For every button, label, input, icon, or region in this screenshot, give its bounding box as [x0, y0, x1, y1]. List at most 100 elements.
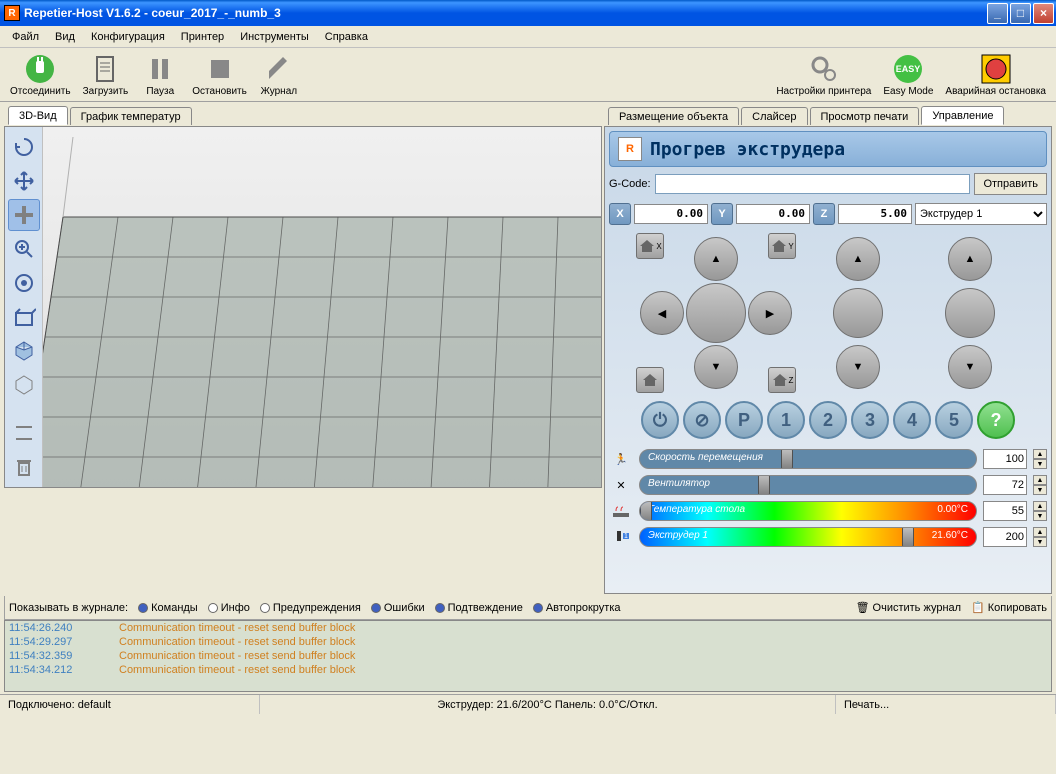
- quick-4-button[interactable]: 4: [893, 401, 931, 439]
- iso-view-button[interactable]: [8, 335, 40, 367]
- tab-print-preview[interactable]: Просмотр печати: [810, 107, 920, 125]
- retract-button[interactable]: ▼: [948, 345, 992, 389]
- clear-log-button[interactable]: 🗑Очистить журнал: [856, 601, 962, 614]
- extrude-button[interactable]: ▲: [948, 237, 992, 281]
- layer-view-button[interactable]: [8, 417, 40, 449]
- log-line: 11:54:32.359Communication timeout - rese…: [5, 649, 1051, 663]
- tab-temp-graph[interactable]: График температур: [70, 107, 192, 125]
- pan-view-button[interactable]: [8, 199, 40, 231]
- bed-temp-input[interactable]: [983, 501, 1027, 521]
- fan-input[interactable]: [983, 475, 1027, 495]
- fan-up[interactable]: ▲: [1033, 475, 1047, 485]
- menu-file[interactable]: Файл: [4, 29, 47, 45]
- xy-center-button[interactable]: [686, 283, 746, 343]
- control-header: R Прогрев экструдера: [609, 131, 1047, 167]
- minimize-button[interactable]: _: [987, 3, 1008, 24]
- rotate-view-button[interactable]: [8, 131, 40, 163]
- home-z-button[interactable]: Z: [768, 367, 796, 393]
- emergency-icon: [980, 53, 1012, 85]
- speed-icon: 🏃: [609, 449, 633, 469]
- log-area[interactable]: 11:54:26.240Communication timeout - rese…: [4, 620, 1052, 692]
- tab-object-placement[interactable]: Размещение объекта: [608, 107, 739, 125]
- gcode-input[interactable]: [655, 174, 971, 194]
- move-view-button[interactable]: [8, 165, 40, 197]
- tab-3d-view[interactable]: 3D-Вид: [8, 106, 68, 125]
- tab-control[interactable]: Управление: [921, 106, 1004, 125]
- menu-tools[interactable]: Инструменты: [232, 29, 317, 45]
- fan-slider[interactable]: Вентилятор: [639, 475, 977, 495]
- power-button[interactable]: ⏻: [641, 401, 679, 439]
- e-center-button[interactable]: [945, 288, 995, 338]
- menu-view[interactable]: Вид: [47, 29, 83, 45]
- bed-temp-slider[interactable]: Температура стола 0.00°C: [639, 501, 977, 521]
- z-move-pad: ▲ ▼: [808, 233, 908, 393]
- park-button[interactable]: P: [725, 401, 763, 439]
- send-button[interactable]: Отправить: [974, 173, 1047, 195]
- emergency-stop-button[interactable]: Аварийная остановка: [939, 51, 1052, 99]
- fan-down[interactable]: ▼: [1033, 485, 1047, 495]
- bed-up[interactable]: ▲: [1033, 501, 1047, 511]
- parallel-view-button[interactable]: [8, 301, 40, 333]
- menu-help[interactable]: Справка: [317, 29, 376, 45]
- load-button[interactable]: Загрузить: [77, 51, 135, 99]
- filter-commands[interactable]: Команды: [138, 602, 198, 614]
- x-axis-button[interactable]: X: [609, 203, 631, 225]
- home-y-button[interactable]: Y: [768, 233, 796, 259]
- z-axis-button[interactable]: Z: [813, 203, 835, 225]
- menu-config[interactable]: Конфигурация: [83, 29, 173, 45]
- help-button[interactable]: ?: [977, 401, 1015, 439]
- extruder-temp-slider[interactable]: Экструдер 1 21.60°C: [639, 527, 977, 547]
- ext-up[interactable]: ▲: [1033, 527, 1047, 537]
- quick-3-button[interactable]: 3: [851, 401, 889, 439]
- stop-icon: [204, 53, 236, 85]
- easy-mode-button[interactable]: EASY Easy Mode: [877, 51, 939, 99]
- quick-1-button[interactable]: 1: [767, 401, 805, 439]
- y-minus-button[interactable]: ▼: [694, 345, 738, 389]
- trash-button[interactable]: [8, 451, 40, 483]
- home-x-button[interactable]: X: [636, 233, 664, 259]
- titlebar: R Repetier-Host V1.6.2 - coeur_2017_-_nu…: [0, 0, 1056, 26]
- z-minus-button[interactable]: ▼: [836, 345, 880, 389]
- filter-autoscroll[interactable]: Автопрокрутка: [533, 602, 621, 614]
- y-axis-button[interactable]: Y: [711, 203, 733, 225]
- zoom-view-button[interactable]: [8, 233, 40, 265]
- speed-down[interactable]: ▼: [1033, 459, 1047, 469]
- x-minus-button[interactable]: ◀: [640, 291, 684, 335]
- pause-button[interactable]: Пауза: [134, 51, 186, 99]
- filter-warnings[interactable]: Предупреждения: [260, 602, 361, 614]
- x-plus-button[interactable]: ▶: [748, 291, 792, 335]
- y-plus-button[interactable]: ▲: [694, 237, 738, 281]
- motor-off-button[interactable]: ⊘: [683, 401, 721, 439]
- printer-settings-button[interactable]: Настройки принтера: [770, 51, 877, 99]
- disconnect-button[interactable]: Отсоединить: [4, 51, 77, 99]
- quick-2-button[interactable]: 2: [809, 401, 847, 439]
- speed-up[interactable]: ▲: [1033, 449, 1047, 459]
- ext-down[interactable]: ▼: [1033, 537, 1047, 547]
- menu-printer[interactable]: Принтер: [173, 29, 232, 45]
- speed-slider[interactable]: Скорость перемещения: [639, 449, 977, 469]
- 3d-viewport[interactable]: x: [43, 127, 601, 487]
- maximize-button[interactable]: □: [1010, 3, 1031, 24]
- status-temps: Экструдер: 21.6/200°C Панель: 0.0°C/Откл…: [260, 695, 836, 714]
- z-center-button[interactable]: [833, 288, 883, 338]
- tab-slicer[interactable]: Слайсер: [741, 107, 807, 125]
- filter-errors[interactable]: Ошибки: [371, 602, 425, 614]
- fit-view-button[interactable]: [8, 267, 40, 299]
- stop-button[interactable]: Остановить: [186, 51, 253, 99]
- home-all-button[interactable]: [636, 367, 664, 393]
- bed-down[interactable]: ▼: [1033, 511, 1047, 521]
- copy-log-button[interactable]: 📋Копировать: [971, 601, 1047, 614]
- close-button[interactable]: ×: [1033, 3, 1054, 24]
- filter-ack[interactable]: Подтвеждение: [435, 602, 523, 614]
- front-view-button[interactable]: [8, 369, 40, 401]
- speed-input[interactable]: [983, 449, 1027, 469]
- quick-5-button[interactable]: 5: [935, 401, 973, 439]
- filter-info[interactable]: Инфо: [208, 602, 250, 614]
- fan-icon: ✕: [609, 475, 633, 495]
- status-connection: Подключено: default: [0, 695, 260, 714]
- copy-icon: 📋: [971, 601, 985, 614]
- z-plus-button[interactable]: ▲: [836, 237, 880, 281]
- extruder-select[interactable]: Экструдер 1: [915, 203, 1047, 225]
- log-button[interactable]: Журнал: [253, 51, 305, 99]
- extruder-temp-input[interactable]: [983, 527, 1027, 547]
